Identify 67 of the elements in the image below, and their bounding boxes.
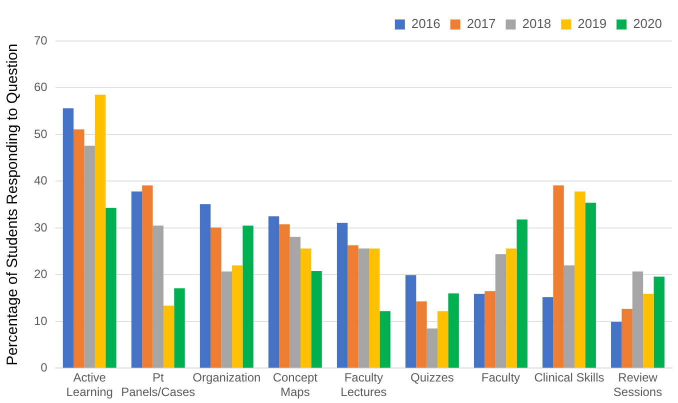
y-tick-label: 40 [34,174,48,188]
legend-label: 2020 [633,16,662,32]
bar [643,294,654,368]
bar [654,276,664,368]
bar [348,245,358,368]
bar [574,192,586,368]
bar [564,265,575,368]
bar [553,185,564,368]
bar [94,94,106,368]
bar [268,216,280,368]
y-axis-title: Percentage of Students Responding to Question [4,44,22,366]
bar [62,108,74,368]
legend-label: 2016 [411,16,440,32]
bar [163,306,174,368]
bar [448,293,459,368]
bar [358,248,370,368]
bar [516,220,528,368]
bar [84,146,95,368]
bar [611,322,622,368]
bar [210,228,222,368]
x-tick-label: Faculty [481,370,520,385]
y-tick-label: 60 [34,80,48,94]
bar [242,226,254,368]
bar [232,265,243,368]
bar [279,224,290,368]
bar [438,311,448,368]
bar [632,271,644,368]
x-tick-label: Organization [192,370,261,385]
y-tick-label: 50 [34,126,48,141]
legend-label: 2019 [578,16,607,32]
bar [369,248,380,368]
bar [542,297,554,368]
bar [380,311,390,368]
x-tick-label: Review Sessions [613,370,662,400]
bar [74,129,84,368]
bar [290,236,300,368]
bar [585,202,596,368]
bar [200,204,211,368]
x-tick-label: Faculty Lectures [340,370,387,400]
bar [622,308,632,368]
bar [336,222,348,368]
bar [174,288,185,368]
legend-label: 2018 [522,16,552,32]
bar [495,254,506,368]
bar [106,208,116,368]
y-tick-label: 20 [34,267,48,282]
bar [131,192,142,368]
bar [405,275,416,368]
bar [300,248,312,368]
legend-label: 2017 [466,16,496,32]
bar [484,291,496,368]
bar [426,328,438,368]
bar [142,185,153,368]
x-tick-label: Active Learning [66,370,113,400]
y-tick-label: 0 [40,360,48,375]
y-tick-label: 30 [34,220,48,234]
y-tick-label: 10 [34,314,48,328]
bar [221,271,232,368]
x-tick-label: Clinical Skills [534,370,604,385]
bar [506,248,517,368]
bar [416,301,427,368]
x-tick-label: Concept Maps [272,370,318,400]
bar [311,270,322,368]
y-tick-label: 70 [34,33,48,48]
x-tick-label: Quizzes [410,370,454,385]
bar [152,226,164,368]
bar [474,294,485,368]
